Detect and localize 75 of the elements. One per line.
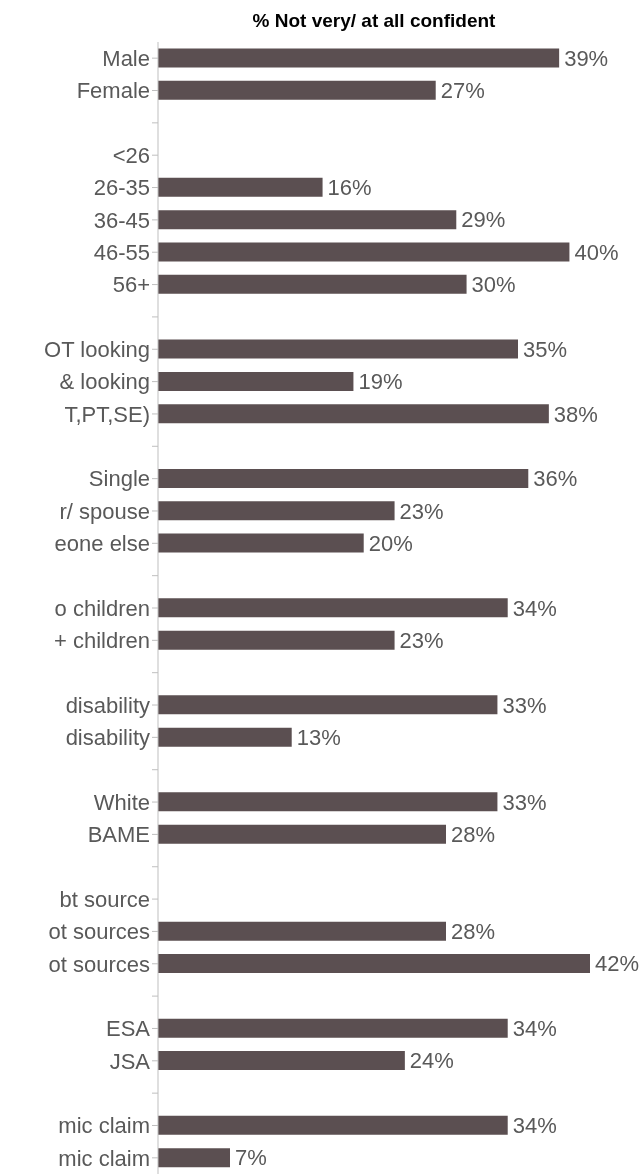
data-label: 39% <box>564 45 609 71</box>
y-tick-label: o children <box>54 595 150 621</box>
bar <box>158 695 498 715</box>
data-label: 29% <box>461 207 506 233</box>
bar <box>158 1018 508 1038</box>
data-label: 30% <box>471 272 516 298</box>
data-label: 34% <box>512 1113 557 1139</box>
data-label: 7% <box>235 1145 267 1171</box>
data-label: 16% <box>327 175 372 201</box>
data-label: 33% <box>502 789 547 815</box>
y-tick-label: r/ spouse <box>59 498 150 524</box>
data-label: 28% <box>451 919 496 945</box>
data-label: 24% <box>409 1048 454 1074</box>
y-tick-label: White <box>93 789 150 815</box>
data-label: 36% <box>533 466 578 492</box>
y-tick-label: OT looking <box>44 337 150 363</box>
data-label: 23% <box>399 627 444 653</box>
bar <box>158 1148 230 1168</box>
y-tick-label: 26-35 <box>93 175 150 201</box>
bar <box>158 404 549 424</box>
bar <box>158 1051 405 1071</box>
y-tick-label: mic claim <box>58 1113 150 1139</box>
bar <box>158 501 395 521</box>
y-tick-label: Female <box>76 78 150 104</box>
data-label: 13% <box>296 724 341 750</box>
data-label: 33% <box>502 692 547 718</box>
data-label: 34% <box>512 1016 557 1042</box>
bar <box>158 792 498 812</box>
y-tick-label: ot sources <box>48 919 150 945</box>
y-tick-label: 46-55 <box>93 240 150 266</box>
bar <box>158 921 446 941</box>
bar <box>158 242 570 262</box>
y-tick-label: JSA <box>109 1048 151 1074</box>
data-label: 38% <box>553 401 598 427</box>
bar <box>158 210 457 230</box>
bar <box>158 274 467 294</box>
bar <box>158 598 508 618</box>
data-label: 28% <box>451 822 496 848</box>
bar <box>158 727 292 747</box>
y-tick-label: mic claim <box>58 1145 150 1171</box>
bar <box>158 1115 508 1135</box>
y-tick-label: <26 <box>112 143 150 169</box>
bar <box>158 371 354 391</box>
bar <box>158 80 436 100</box>
y-tick-label: Male <box>102 45 150 71</box>
bar <box>158 533 364 553</box>
y-tick-label: eone else <box>54 531 150 557</box>
bar <box>158 48 560 68</box>
y-tick-label: Single <box>88 466 150 492</box>
y-tick-label: & looking <box>59 369 150 395</box>
y-tick-label: ot sources <box>48 951 150 977</box>
data-label: 27% <box>440 78 485 104</box>
bar <box>158 630 395 650</box>
y-tick-label: 56+ <box>112 272 150 298</box>
data-label: 34% <box>512 595 557 621</box>
bar <box>158 177 323 197</box>
chart-title: % Not very/ at all confident <box>251 9 497 33</box>
y-tick-label: T,PT,SE) <box>64 401 150 427</box>
data-label: 20% <box>368 530 413 556</box>
bar <box>158 954 590 974</box>
data-label: 35% <box>523 336 568 362</box>
y-tick-label: BAME <box>87 822 150 848</box>
bar <box>158 339 518 359</box>
data-label: 19% <box>358 369 403 395</box>
bar <box>158 824 446 844</box>
bar <box>158 468 529 488</box>
y-tick-label: bt source <box>59 886 150 912</box>
y-tick-label: disability <box>65 725 150 751</box>
data-label: 40% <box>574 239 619 265</box>
y-tick-label: + children <box>53 628 150 654</box>
data-label: 23% <box>399 498 444 524</box>
y-tick-label: 36-45 <box>93 207 150 233</box>
y-tick-label: ESA <box>105 1016 151 1042</box>
data-label: 42% <box>595 951 640 977</box>
y-tick-label: disability <box>65 692 150 718</box>
